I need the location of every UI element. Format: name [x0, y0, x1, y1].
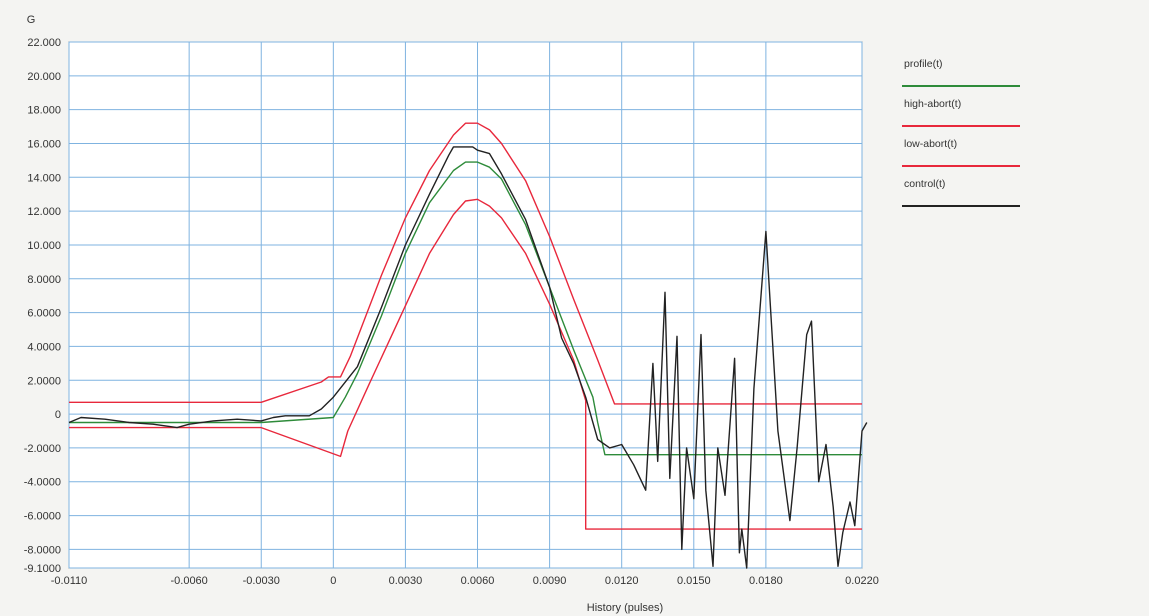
x-tick-label: 0 — [330, 575, 336, 587]
plot-area — [68, 41, 863, 569]
series-lines — [68, 122, 868, 569]
legend-label: profile(t) — [904, 58, 943, 70]
x-tick-label: 0.0030 — [389, 575, 423, 587]
x-tick-label: -0.0060 — [170, 575, 207, 587]
legend-label: control(t) — [904, 178, 946, 190]
y-tick-label: -4.0000 — [24, 477, 61, 489]
x-tick-label: 0.0060 — [461, 575, 495, 587]
legend-item-high-abort: high-abort(t) — [902, 98, 1027, 138]
y-tick-label: -8.0000 — [24, 544, 61, 556]
legend-item-low-abort: low-abort(t) — [902, 138, 1027, 178]
y-tick-label: 12.000 — [27, 206, 61, 218]
legend-swatch — [902, 165, 1020, 167]
legend-item-control: control(t) — [902, 178, 1027, 218]
y-axis-label: G — [27, 14, 36, 26]
series-line-high-abort — [69, 122, 862, 405]
series-line-low-abort — [69, 198, 862, 530]
y-tick-label: 2.0000 — [27, 375, 61, 387]
x-tick-label: 0.0090 — [533, 575, 567, 587]
x-tick-label: 0.0150 — [677, 575, 711, 587]
y-tick-label: 20.000 — [27, 71, 61, 83]
legend-label: low-abort(t) — [904, 138, 958, 150]
x-tick-label: 0.0220 — [845, 575, 879, 587]
y-tick-label: -2.0000 — [24, 443, 61, 455]
y-tick-label: 14.000 — [27, 172, 61, 184]
y-tick-label: 6.0000 — [27, 308, 61, 320]
legend-item-profile: profile(t) — [902, 58, 1027, 98]
y-tick-label: 16.000 — [27, 138, 61, 150]
y-tick-label: 10.000 — [27, 240, 61, 252]
legend-swatch — [902, 85, 1020, 87]
legend-swatch — [902, 125, 1020, 127]
x-tick-label: 0.0120 — [605, 575, 639, 587]
series-line-control — [68, 146, 868, 569]
y-tick-label: 4.0000 — [27, 341, 61, 353]
legend-swatch — [902, 205, 1020, 207]
y-tick-label: 0 — [55, 409, 61, 421]
y-tick-label: 22.000 — [27, 37, 61, 49]
y-tick-label: 18.000 — [27, 105, 61, 117]
y-tick-label: -9.1000 — [24, 563, 61, 575]
x-axis-label: History (pulses) — [587, 602, 663, 614]
legend-label: high-abort(t) — [904, 98, 962, 110]
tick-labels: -0.0110 -0.0060 -0.0030 0 0.0030 0.0060 0.0090… — [24, 37, 879, 587]
y-tick-label: 8.0000 — [27, 274, 61, 286]
series-line-profile — [69, 161, 862, 456]
x-tick-label: -0.0030 — [243, 575, 280, 587]
legend: profile(t) high-abort(t) low-abort(t) co… — [902, 58, 1027, 218]
y-tick-label: -6.0000 — [24, 511, 61, 523]
x-tick-label: -0.0110 — [51, 575, 88, 587]
x-tick-label: 0.0180 — [749, 575, 783, 587]
